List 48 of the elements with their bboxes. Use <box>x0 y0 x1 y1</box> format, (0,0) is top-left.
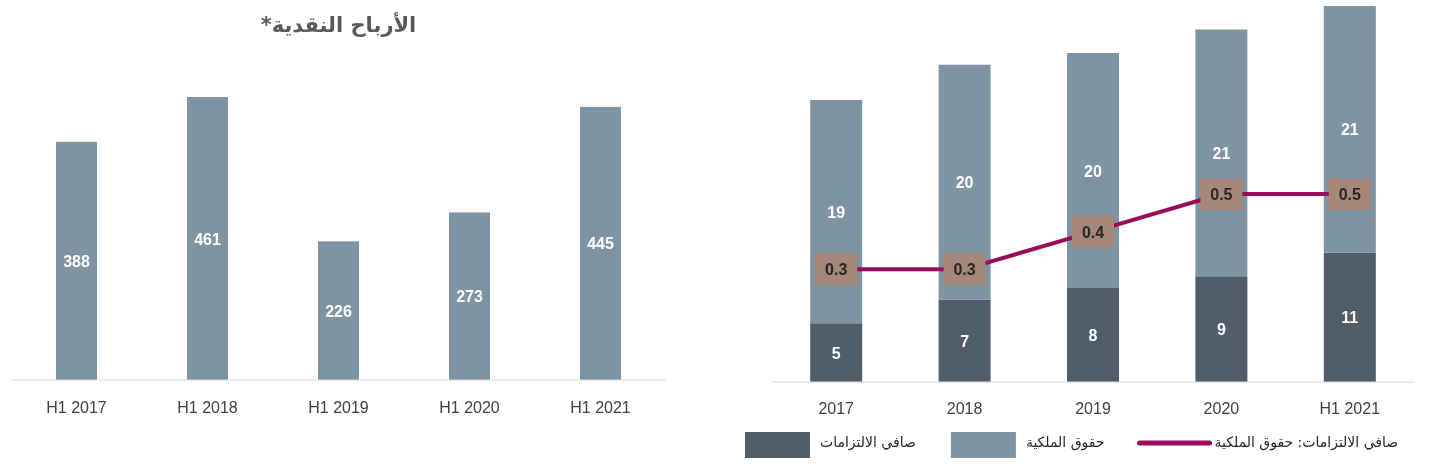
data-label: 445 <box>587 235 614 253</box>
bar <box>938 299 991 382</box>
data-label: 0.4 <box>1081 223 1105 241</box>
x-tick-label: H1 2021 <box>570 399 631 416</box>
data-label: 7 <box>960 332 970 350</box>
x-tick-label: H1 2017 <box>46 399 107 416</box>
data-label: 20 <box>1084 162 1102 180</box>
x-tick-label: 2017 <box>818 400 855 417</box>
data-label: 21 <box>1340 121 1359 139</box>
bar <box>1195 276 1248 382</box>
data-label: 21 <box>1212 144 1231 162</box>
x-tick-label: 2019 <box>1075 400 1111 417</box>
data-label: 0.3 <box>953 261 976 279</box>
data-label: 0.3 <box>825 261 848 279</box>
data-label: 388 <box>63 252 90 270</box>
x-tick-label: H1 2019 <box>308 399 369 416</box>
data-label: 9 <box>1216 321 1226 339</box>
legend-label: صافي الالتزامات <box>820 434 916 451</box>
x-tick-label: H1 2021 <box>1319 400 1381 417</box>
bar <box>1067 53 1119 288</box>
bar <box>1067 288 1119 382</box>
data-label: 11 <box>1341 309 1359 327</box>
data-label: 20 <box>955 174 974 192</box>
bar <box>1323 6 1376 253</box>
bar <box>318 241 359 380</box>
data-label: 5 <box>831 344 841 362</box>
bar <box>810 323 863 382</box>
data-label: 461 <box>194 230 221 248</box>
legend-label: صافي الالتزامات: حقوق الملكية <box>1214 434 1399 451</box>
bar <box>938 64 991 300</box>
data-label: 0.5 <box>1338 186 1362 203</box>
data-label: 19 <box>827 203 846 221</box>
data-label: 8 <box>1088 327 1098 344</box>
bar <box>449 212 490 380</box>
x-tick-label: H1 2018 <box>177 399 238 416</box>
bar <box>56 141 97 380</box>
x-tick-label: 2020 <box>1203 400 1240 417</box>
data-label: 226 <box>325 302 352 320</box>
bar <box>187 97 228 380</box>
legend-label: حقوق الملكية <box>1025 434 1105 451</box>
data-label: 0.5 <box>1210 186 1233 203</box>
chart-title: الأرباح النقدية* <box>260 11 417 37</box>
x-tick-label: 2018 <box>946 400 983 417</box>
bar <box>580 106 621 380</box>
data-label: 273 <box>456 288 483 306</box>
bar <box>1195 29 1248 277</box>
x-tick-label: H1 2020 <box>439 399 500 416</box>
bar <box>1323 252 1376 382</box>
